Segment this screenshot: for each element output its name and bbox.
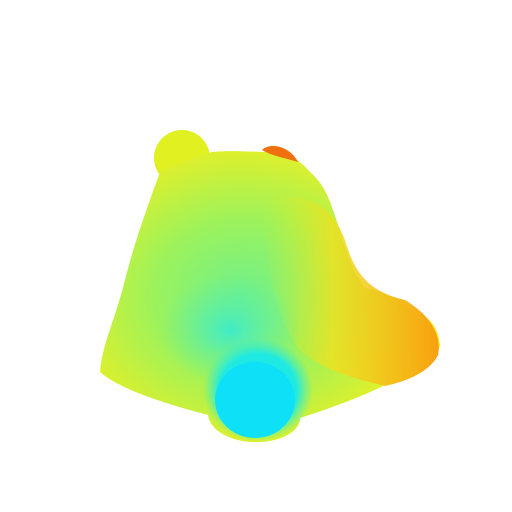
- nose-blob: [215, 362, 295, 438]
- right-ear: [262, 146, 298, 162]
- right-side: [262, 196, 439, 386]
